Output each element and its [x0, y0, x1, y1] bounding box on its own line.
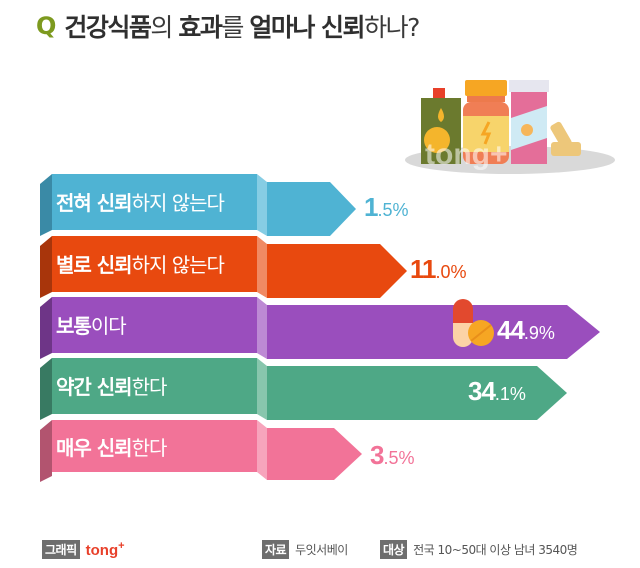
supplement-bottles-illustration: tong+	[405, 80, 615, 174]
title-part: 하나?	[364, 13, 420, 42]
bar-row: 약간 신뢰 한다 34.1%	[0, 354, 640, 420]
label-light: 한다	[131, 374, 168, 399]
bar-row: 별로 신뢰 하지 않는다 11.0%	[0, 232, 640, 298]
label-bold: 약간 신뢰	[56, 374, 133, 399]
credit-graphic: 그래픽 tong+	[42, 539, 125, 559]
bar-value: 34.1%	[468, 376, 526, 406]
bar-row: 매우 신뢰 한다 3.5%	[0, 416, 640, 482]
bar-label: 매우 신뢰 한다	[56, 419, 168, 473]
bar-label: 전혀 신뢰 하지 않는다	[56, 174, 225, 228]
label-bold: 보통	[56, 313, 92, 338]
bar-row: 전혀 신뢰 하지 않는다 1.5%	[0, 170, 640, 236]
bar-label: 약간 신뢰 한다	[56, 358, 168, 412]
label-light: 하지 않는다	[131, 252, 225, 277]
title-part: 를	[221, 13, 250, 42]
watermark: tong+	[425, 138, 508, 171]
chart-title: Q 건강식품 의 효과 를 얼마나 신뢰 하나?	[36, 6, 420, 46]
brand-logo: tong+	[85, 539, 125, 559]
bar-value: 1.5%	[364, 192, 409, 222]
source-tag: 자료	[262, 539, 290, 559]
title-part: 효과	[178, 13, 223, 42]
bar-shape	[40, 297, 600, 359]
bar-row: 보통 이다 44.9%	[0, 293, 640, 359]
graphic-tag: 그래픽	[42, 539, 80, 559]
bar-shape	[40, 358, 567, 420]
label-bold: 전혀 신뢰	[56, 190, 133, 215]
label-light: 하지 않는다	[131, 190, 225, 215]
question-mark-label: Q	[36, 12, 57, 40]
pill-capsule-icon	[453, 299, 494, 347]
title-part: 건강식품	[64, 13, 152, 42]
bar-label: 별로 신뢰 하지 않는다	[56, 236, 225, 290]
target-tag: 대상	[380, 539, 408, 559]
target-text: 전국 10~50대 이상 남녀 3540명	[413, 542, 578, 557]
bar-shape	[40, 236, 407, 298]
bar-value: 11.0%	[410, 254, 467, 284]
label-bold: 별로 신뢰	[56, 252, 133, 277]
bar-shape	[40, 174, 356, 236]
label-bold: 매우 신뢰	[56, 435, 133, 460]
label-light: 한다	[131, 435, 168, 460]
bar-value: 3.5%	[370, 440, 415, 470]
title-part: 의	[150, 13, 179, 42]
target-credit: 대상 전국 10~50대 이상 남녀 3540명	[380, 539, 578, 559]
bar-label: 보통 이다	[56, 297, 127, 351]
bar-value: 44.9%	[497, 315, 555, 345]
source-credit: 자료 두잇서베이	[262, 539, 348, 559]
bar-shape	[40, 420, 362, 482]
source-text: 두잇서베이	[295, 542, 348, 557]
label-light: 이다	[90, 313, 127, 338]
title-part: 얼마나 신뢰	[249, 13, 365, 42]
